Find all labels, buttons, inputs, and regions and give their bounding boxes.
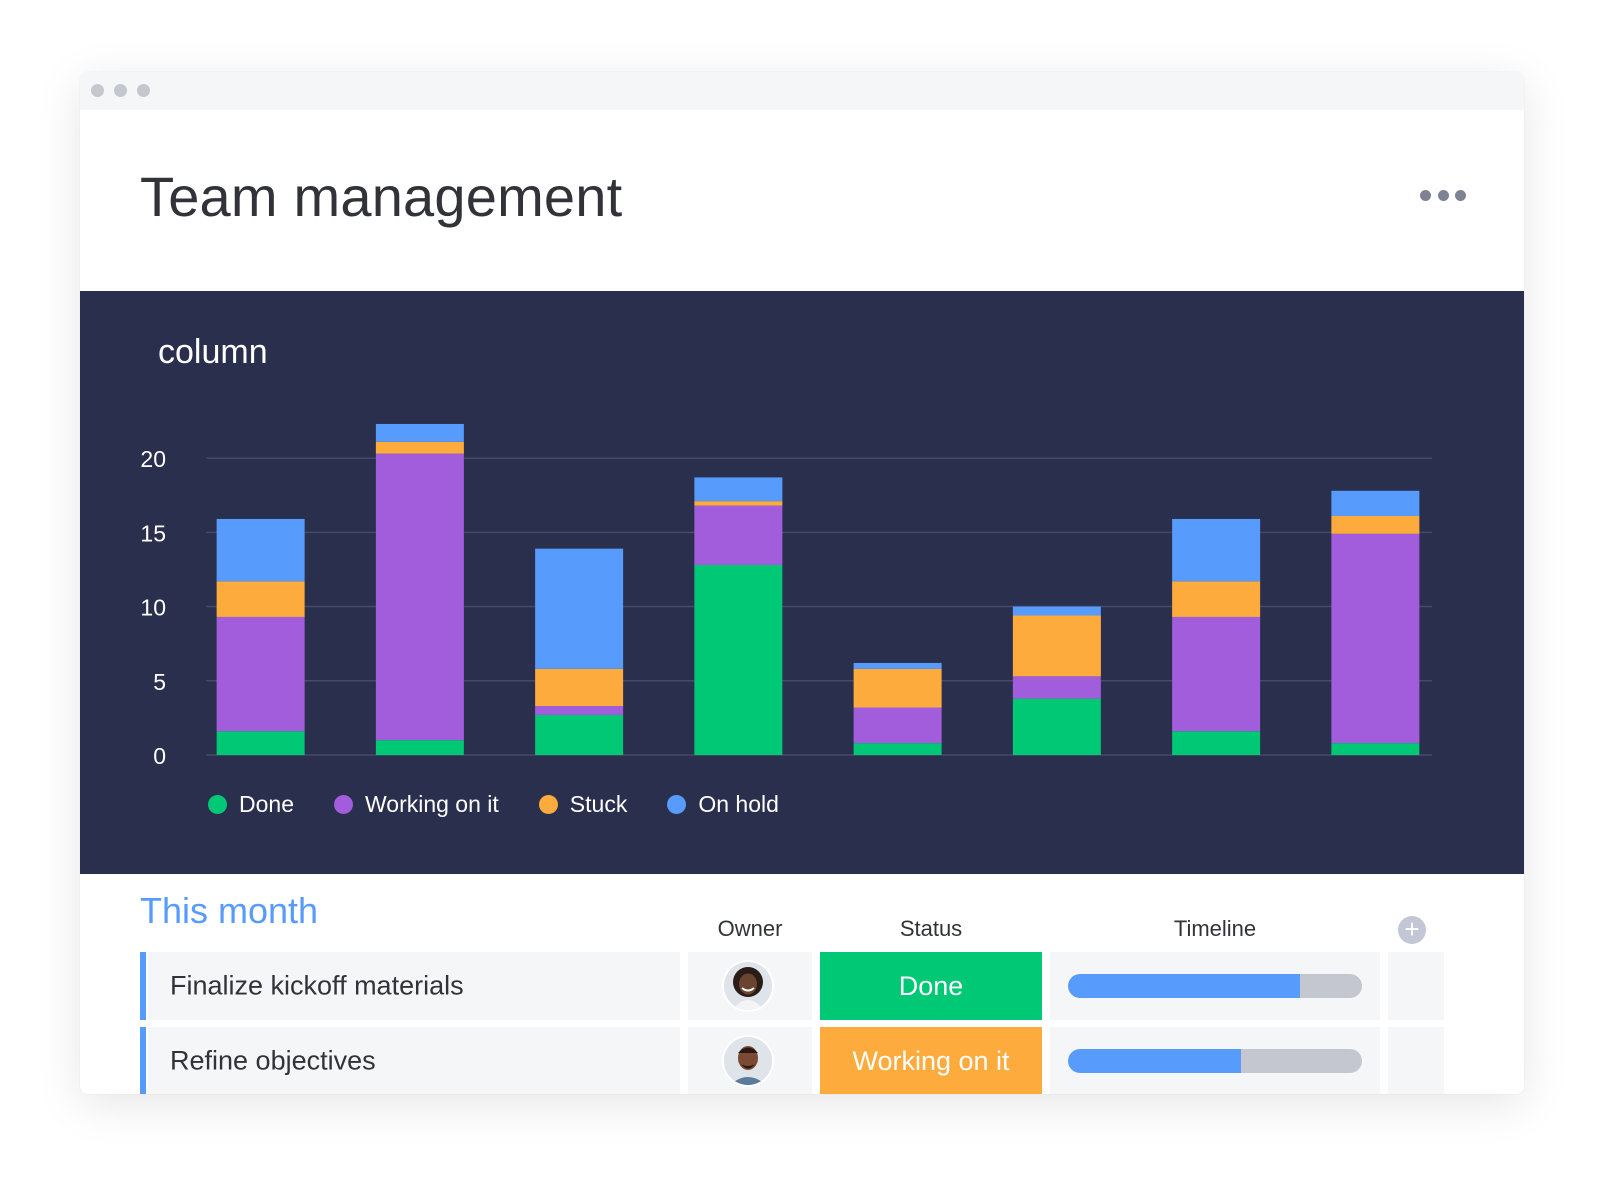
timeline-cell[interactable] — [1050, 1027, 1380, 1094]
legend-label: On hold — [698, 791, 779, 817]
bar-segment-stuck[interactable] — [1012, 615, 1101, 677]
bar-segment-done[interactable] — [853, 743, 942, 755]
legend-item-done[interactable]: Done — [208, 791, 294, 818]
page-title: Team management — [140, 165, 623, 228]
bar-segment-done[interactable] — [1172, 731, 1261, 755]
owner-cell[interactable] — [688, 1027, 812, 1094]
timeline-progress — [1068, 1049, 1242, 1073]
item-name-cell[interactable]: Finalize kickoff materials — [148, 952, 680, 1020]
bar-segment-done[interactable] — [216, 731, 305, 755]
bar-segment-stuck[interactable] — [216, 581, 305, 617]
timeline-progress — [1068, 974, 1301, 998]
bar-segment-working-on-it[interactable] — [1172, 616, 1261, 732]
chart-legend: Done Working on it Stuck On hold — [208, 791, 779, 818]
legend-item-working-on-it[interactable]: Working on it — [333, 791, 499, 818]
window-minimize-dot[interactable] — [114, 84, 127, 97]
bar-segment-done[interactable] — [694, 564, 783, 755]
bar-segment-done[interactable] — [535, 714, 624, 755]
status-cell[interactable]: Done — [820, 952, 1042, 1020]
group-title[interactable]: This month — [140, 890, 319, 931]
app-window: Team management column 0 5 10 15 20 Done Work… — [80, 72, 1524, 1094]
bar-segment-stuck[interactable] — [1331, 516, 1420, 534]
bar-segment-stuck[interactable] — [853, 668, 942, 708]
legend-label: Done — [239, 791, 294, 817]
bar-segment-on-hold[interactable] — [853, 662, 942, 669]
bar-segment-on-hold[interactable] — [1012, 606, 1101, 616]
bar-segment-on-hold[interactable] — [375, 423, 464, 442]
item-name: Refine objectives — [170, 1045, 376, 1076]
bar-segment-stuck[interactable] — [1172, 581, 1261, 617]
column-header-timeline[interactable]: Timeline — [1173, 916, 1257, 941]
bar-segment-on-hold[interactable] — [216, 518, 305, 582]
legend-item-stuck[interactable]: Stuck — [538, 791, 628, 818]
item-name: Finalize kickoff materials — [170, 970, 464, 1001]
bar-segment-stuck[interactable] — [375, 441, 464, 454]
timeline-bar[interactable] — [1068, 1049, 1362, 1073]
bar-segment-done[interactable] — [1331, 743, 1420, 755]
add-column-plus-icon[interactable]: + — [1398, 916, 1426, 944]
window-titlebar — [80, 72, 1524, 110]
bar-segment-on-hold[interactable] — [535, 548, 624, 669]
bar-segment-done[interactable] — [375, 740, 464, 755]
window-maximize-dot[interactable] — [137, 84, 150, 97]
bar-segment-on-hold[interactable] — [694, 477, 783, 502]
bar-segment-working-on-it[interactable] — [1331, 533, 1420, 744]
chart-title: column — [158, 333, 268, 371]
bar-segment-working-on-it[interactable] — [535, 706, 624, 715]
timeline-cell[interactable] — [1050, 952, 1380, 1020]
bar-segment-on-hold[interactable] — [1172, 518, 1261, 582]
avatar[interactable] — [722, 960, 774, 1012]
bar-segment-done[interactable] — [1012, 698, 1101, 755]
bar-segment-working-on-it[interactable] — [1012, 676, 1101, 699]
stacked-column-chart: 0 5 10 15 20 — [140, 423, 1432, 769]
y-tick-label: 5 — [153, 669, 166, 695]
column-header-status[interactable]: Status — [899, 916, 963, 941]
bar-segment-stuck[interactable] — [535, 668, 624, 707]
legend-swatch — [667, 795, 687, 814]
owner-cell[interactable] — [688, 952, 812, 1020]
column-header-owner[interactable]: Owner — [717, 916, 783, 941]
y-tick-label: 15 — [140, 520, 166, 546]
group-color-bar — [140, 952, 146, 1020]
legend-swatch — [538, 795, 558, 814]
timeline-bar[interactable] — [1068, 974, 1362, 998]
legend-swatch — [208, 795, 227, 814]
legend-swatch — [333, 795, 353, 814]
legend-label: Working on it — [364, 791, 499, 817]
empty-cell[interactable] — [1388, 952, 1444, 1020]
bar-segment-working-on-it[interactable] — [853, 707, 942, 744]
bar-segment-working-on-it[interactable] — [694, 505, 783, 565]
bar-segment-working-on-it[interactable] — [375, 453, 464, 741]
item-name-cell[interactable]: Refine objectives — [148, 1027, 680, 1094]
status-cell[interactable]: Working on it — [820, 1027, 1042, 1094]
y-tick-label: 0 — [153, 743, 166, 769]
y-tick-label: 10 — [140, 595, 166, 621]
bar-segment-stuck[interactable] — [694, 501, 783, 506]
empty-cell[interactable] — [1388, 1027, 1444, 1094]
table-row[interactable]: Finalize kickoff materials Done — [140, 952, 1444, 1020]
avatar[interactable] — [722, 1035, 774, 1087]
group-color-bar — [140, 1027, 146, 1094]
y-tick-label: 20 — [140, 446, 166, 472]
chart-widget: column 0 5 10 15 20 Done Working on it Stuck On… — [80, 291, 1524, 874]
bar-segment-on-hold[interactable] — [1331, 490, 1420, 517]
more-options-icon[interactable] — [1420, 182, 1466, 208]
legend-label: Stuck — [569, 791, 628, 817]
bar-segment-working-on-it[interactable] — [216, 616, 305, 732]
table-row[interactable]: Refine objectives Working on it — [140, 1027, 1444, 1094]
legend-item-on-hold[interactable]: On hold — [667, 791, 779, 818]
window-close-dot[interactable] — [91, 84, 104, 97]
